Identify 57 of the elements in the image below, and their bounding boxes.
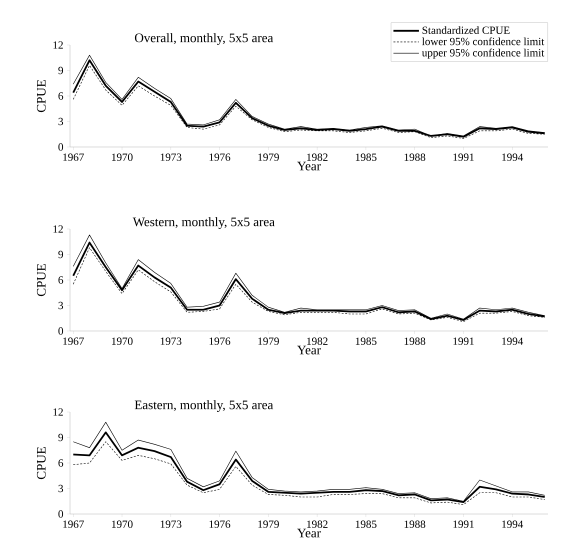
x-tick-label: 1976: [210, 338, 230, 345]
y-tick-label: 6: [58, 459, 64, 467]
x-tick-label: 1970: [112, 520, 133, 528]
y-tick-label: 9: [58, 66, 64, 74]
y-tick-label: 12: [53, 41, 63, 49]
y-tick-label: 0: [58, 143, 64, 151]
y-tick-label: 6: [58, 92, 64, 100]
x-tick-label: 1973: [160, 154, 182, 161]
legend-label: lower 95% confidence limit: [422, 37, 544, 46]
x-tick-label: 1991: [453, 154, 474, 161]
y-tick-label: 3: [58, 302, 64, 310]
x-tick-label: 1982: [307, 154, 328, 161]
x-tick-label: 1967: [63, 154, 84, 161]
y-tick-label: 6: [58, 276, 64, 284]
x-tick-label: 1967: [63, 338, 84, 345]
legend-label: upper 95% confidence limit: [422, 48, 544, 59]
x-tick-label: 1994: [502, 154, 524, 161]
y-tick-label: 3: [58, 484, 64, 492]
x-tick-label: 1979: [258, 520, 279, 528]
chart-title: Overall, monthly, 5x5 area: [134, 33, 274, 45]
x-axis-title: Year: [297, 528, 321, 538]
legend-label: Standardized CPUE: [422, 26, 510, 34]
x-tick-label: 1994: [502, 520, 524, 528]
y-tick-label: 0: [58, 327, 64, 335]
x-tick-label: 1967: [63, 520, 84, 528]
chart-title: Eastern, monthly, 5x5 area: [134, 400, 274, 412]
x-tick-label: 1973: [160, 338, 182, 345]
x-tick-label: 1985: [356, 338, 376, 345]
y-tick-label: 12: [53, 408, 63, 416]
x-tick-label: 1988: [404, 154, 426, 161]
x-tick-label: 1991: [453, 338, 474, 345]
chart-title: Western, monthly, 5x5 area: [132, 217, 275, 229]
x-tick-label: 1988: [404, 338, 426, 345]
x-tick-label: 1970: [112, 338, 133, 345]
x-tick-label: 1973: [160, 520, 182, 528]
x-tick-label: 1982: [307, 338, 328, 345]
y-tick-label: 9: [58, 250, 64, 258]
y-axis-title: CPUE: [36, 264, 46, 296]
x-tick-label: 1979: [258, 338, 279, 345]
y-axis-title: CPUE: [36, 80, 46, 112]
x-axis-title: Year: [297, 346, 321, 354]
y-tick-label: 9: [58, 434, 64, 442]
y-tick-label: 0: [58, 510, 64, 518]
x-tick-label: 1970: [112, 154, 133, 161]
y-tick-label: 3: [58, 118, 64, 126]
x-tick-label: 1985: [356, 520, 376, 528]
x-tick-label: 1988: [404, 520, 426, 528]
x-tick-label: 1979: [258, 154, 279, 161]
y-axis-title: CPUE: [36, 447, 46, 480]
y-tick-label: 12: [53, 225, 63, 233]
x-axis-title: Year: [297, 162, 321, 170]
x-tick-label: 1982: [307, 520, 328, 528]
x-tick-label: 1976: [210, 154, 230, 161]
x-tick-label: 1985: [356, 154, 376, 161]
x-tick-label: 1994: [502, 338, 524, 345]
x-tick-label: 1991: [453, 520, 474, 528]
x-tick-label: 1976: [210, 520, 230, 528]
